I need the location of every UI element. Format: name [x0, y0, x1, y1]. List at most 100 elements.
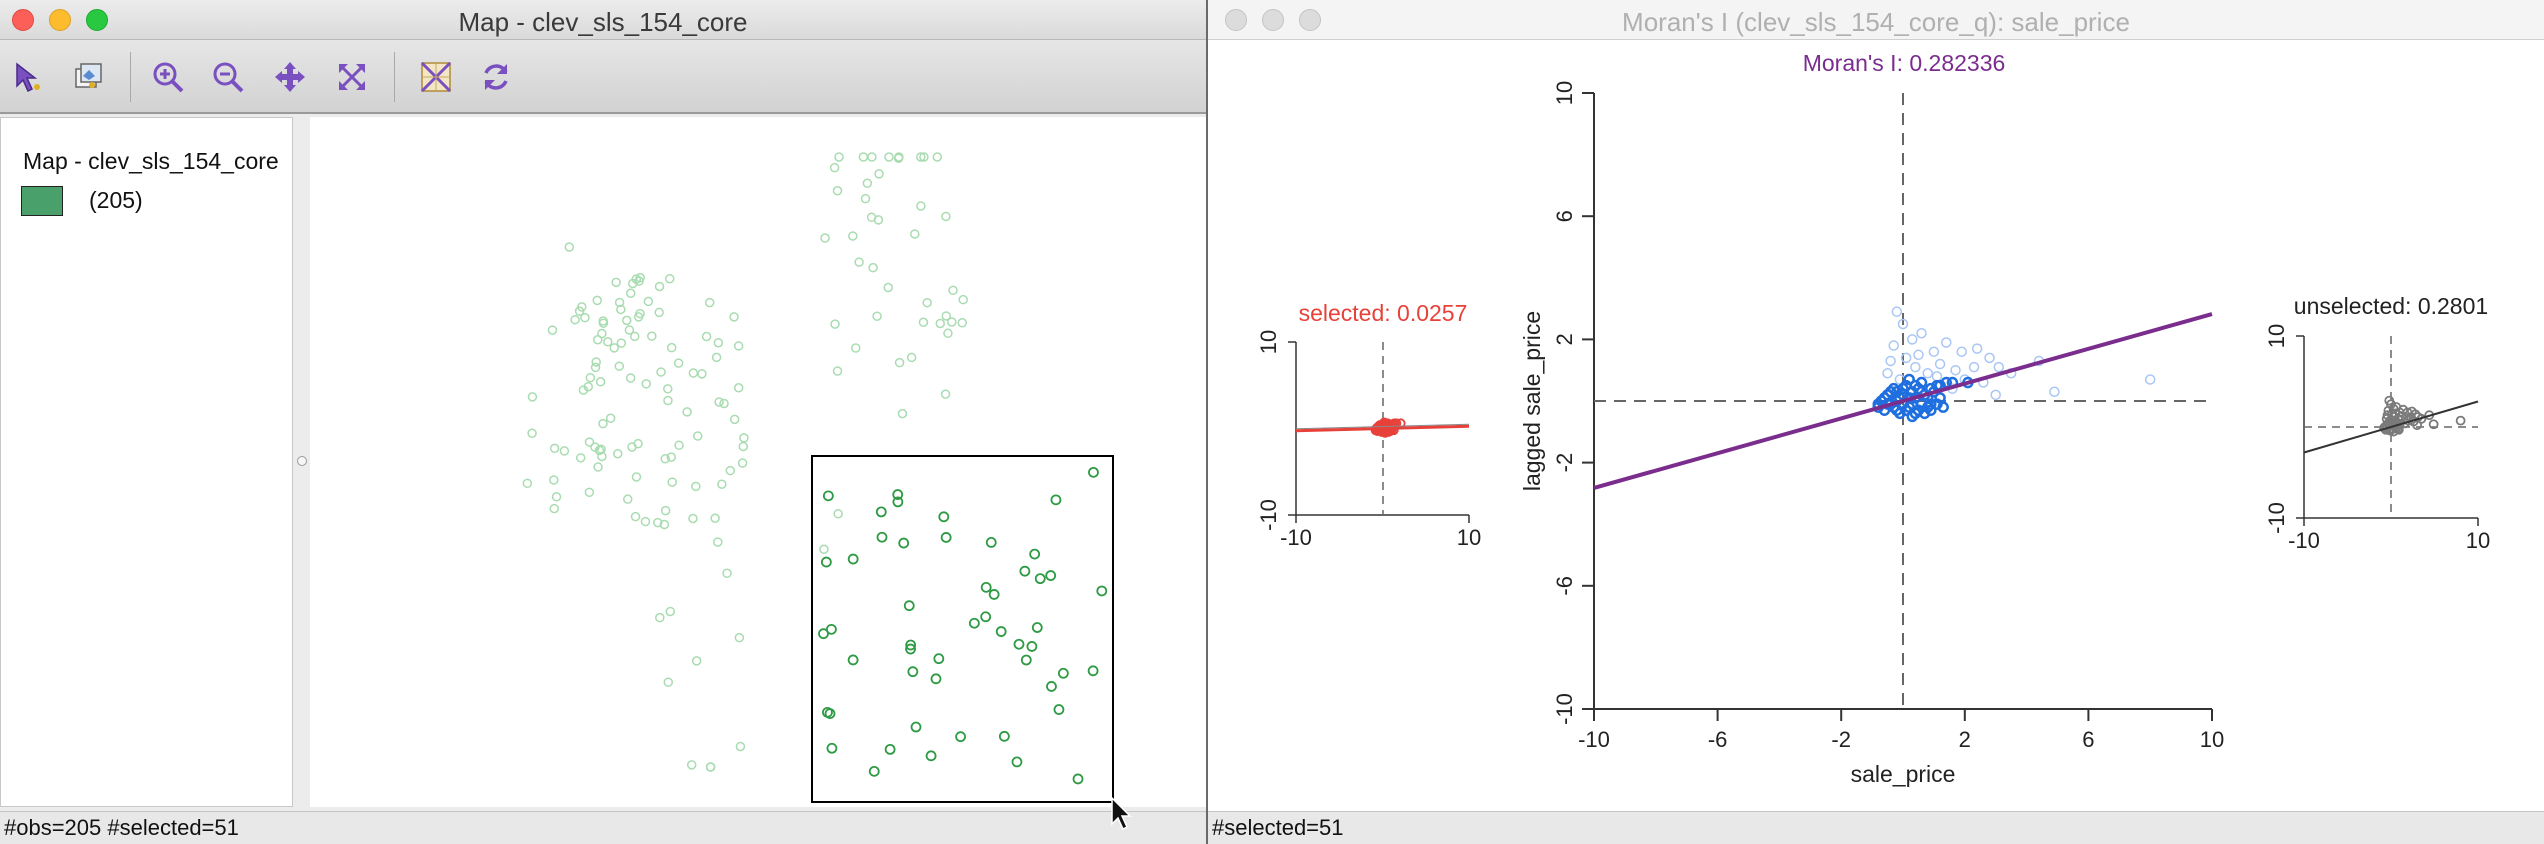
map-point[interactable] — [729, 312, 739, 322]
map-point[interactable] — [733, 341, 744, 351]
moran-scatter-plot[interactable]: Moran's I: 0.282336 -10 -6 -2 2 6 10 -10 -6 -2 2… — [1208, 40, 2544, 810]
map-point[interactable] — [598, 418, 608, 429]
unselected-point[interactable] — [1993, 361, 2005, 373]
map-point[interactable] — [622, 494, 633, 504]
map-point-selected[interactable] — [910, 721, 922, 733]
map-point[interactable] — [631, 274, 642, 284]
map-point-selected[interactable] — [1045, 570, 1057, 581]
map-point[interactable] — [605, 413, 616, 423]
unselected-point[interactable] — [1913, 349, 1924, 361]
map-point[interactable] — [860, 193, 871, 204]
map-point[interactable] — [725, 465, 736, 476]
unselected-point[interactable] — [1885, 355, 1896, 367]
map-point-selected[interactable] — [818, 628, 829, 640]
map-point[interactable] — [612, 448, 623, 459]
map-point-selected[interactable] — [980, 581, 992, 593]
unselected-point[interactable] — [1956, 346, 1967, 357]
map-point-selected[interactable] — [1087, 665, 1099, 677]
map-point-selected[interactable] — [822, 706, 833, 718]
map-point[interactable] — [738, 441, 749, 452]
close-window-button[interactable] — [1225, 9, 1247, 31]
unselected-point[interactable] — [2049, 386, 2060, 398]
map-point-selected[interactable] — [930, 673, 942, 685]
map-point-selected[interactable] — [1050, 494, 1062, 506]
map-point[interactable] — [854, 257, 864, 267]
map-point[interactable] — [633, 312, 644, 322]
map-point[interactable] — [592, 295, 602, 306]
map-point[interactable] — [666, 342, 677, 353]
unselected-point[interactable] — [1971, 343, 1983, 354]
map-point[interactable] — [883, 282, 893, 293]
map-point[interactable] — [527, 392, 538, 402]
map-point[interactable] — [737, 458, 748, 468]
map-point-selected[interactable] — [875, 506, 887, 518]
unselected-point[interactable] — [1941, 337, 1952, 348]
map-point[interactable] — [701, 331, 712, 342]
select-arrow-icon[interactable] — [6, 55, 50, 99]
map-point[interactable] — [897, 408, 908, 419]
maximize-window-button[interactable] — [1299, 9, 1321, 31]
map-point[interactable] — [941, 311, 952, 321]
refresh-icon[interactable] — [474, 55, 518, 99]
map-point-selected[interactable] — [968, 617, 980, 629]
map-point[interactable] — [941, 211, 951, 222]
map-point[interactable] — [734, 632, 745, 643]
map-point[interactable] — [630, 511, 641, 522]
unselected-point[interactable] — [1950, 364, 1961, 376]
unselected-point[interactable] — [1891, 306, 1903, 317]
map-point-selected[interactable] — [940, 532, 952, 543]
map-point[interactable] — [686, 760, 697, 770]
map-point-selected[interactable] — [905, 643, 916, 655]
unselected-point[interactable] — [1888, 340, 1899, 351]
selected-point[interactable] — [1925, 398, 1937, 410]
map-point[interactable] — [834, 152, 844, 162]
map-point[interactable] — [616, 304, 626, 315]
map-point[interactable] — [564, 242, 575, 252]
close-window-button[interactable] — [12, 9, 34, 31]
unselected-mini-plot[interactable]: unselected: 0.2801 -10 10 -10 10 — [2264, 293, 2490, 553]
map-point[interactable] — [820, 233, 830, 243]
map-point[interactable] — [575, 453, 586, 463]
map-point[interactable] — [614, 297, 625, 308]
unselected-point[interactable] — [1990, 389, 2001, 401]
map-point[interactable] — [643, 296, 654, 307]
map-point-selected[interactable] — [933, 653, 945, 665]
map-point[interactable] — [691, 656, 702, 666]
map-point-selected[interactable] — [1013, 638, 1025, 650]
map-point[interactable] — [522, 478, 533, 489]
map-point[interactable] — [665, 606, 676, 617]
map-point-selected[interactable] — [1046, 681, 1057, 692]
map-point[interactable] — [851, 343, 861, 353]
map-point[interactable] — [714, 397, 724, 407]
main-unselected-points[interactable] — [1882, 306, 2156, 401]
map-point-selected[interactable] — [892, 496, 904, 508]
minimize-window-button[interactable] — [1262, 9, 1284, 31]
map-point[interactable] — [957, 318, 967, 328]
zoom-out-icon[interactable] — [206, 55, 250, 99]
unselected-point[interactable] — [1922, 368, 1933, 379]
map-point-selected[interactable] — [907, 666, 919, 678]
map-point[interactable] — [739, 433, 749, 443]
basemap-icon[interactable] — [414, 55, 458, 99]
map-point[interactable] — [867, 152, 877, 162]
map-point[interactable] — [717, 479, 727, 490]
map-point[interactable] — [547, 325, 558, 335]
unselected-point[interactable] — [1928, 346, 1940, 357]
map-point[interactable] — [874, 169, 884, 179]
map-point[interactable] — [660, 454, 670, 464]
map-point[interactable] — [866, 212, 877, 223]
map-point[interactable] — [578, 385, 589, 395]
map-point[interactable] — [590, 362, 601, 373]
map-point-selected[interactable] — [868, 765, 880, 777]
map-point-selected[interactable] — [1057, 667, 1069, 679]
map-point[interactable] — [631, 472, 642, 482]
selected-point[interactable] — [1918, 407, 1931, 420]
selected-point[interactable] — [1884, 386, 1897, 398]
map-point[interactable] — [609, 343, 619, 353]
map-point[interactable] — [593, 462, 603, 472]
unselected-point[interactable] — [1968, 361, 1980, 373]
map-point-selected[interactable] — [847, 553, 859, 565]
map-point[interactable] — [832, 185, 843, 196]
minimize-window-button[interactable] — [49, 9, 71, 31]
map-point[interactable] — [894, 152, 904, 162]
